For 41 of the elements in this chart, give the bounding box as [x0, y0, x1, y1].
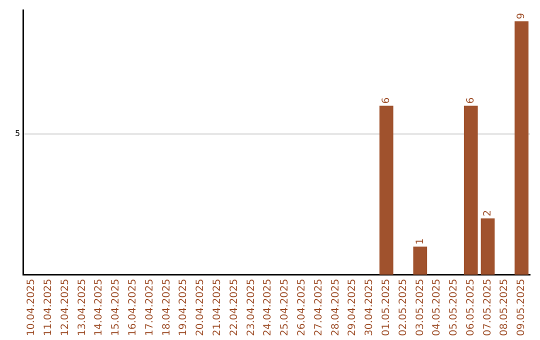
x-tick-label: 09.05.2025 [516, 278, 528, 336]
x-tick-label: 19.04.2025 [178, 278, 190, 336]
x-tick-label: 18.04.2025 [161, 278, 172, 336]
bar [464, 106, 478, 275]
data-label: 6 [465, 97, 476, 104]
bar [514, 21, 528, 275]
x-tick-label: 13.04.2025 [76, 278, 88, 336]
x-tick-label: 12.04.2025 [60, 278, 71, 336]
y-tick-label: 5 [14, 129, 20, 138]
data-label: 6 [380, 97, 392, 104]
x-tick-label: 08.05.2025 [499, 278, 510, 336]
x-tick-label: 14.04.2025 [94, 278, 105, 336]
data-label: 2 [482, 210, 494, 216]
x-tick-label: 05.05.2025 [448, 278, 460, 336]
bar [480, 218, 495, 275]
x-tick-label: 24.04.2025 [262, 278, 274, 336]
x-tick-label: 06.05.2025 [465, 278, 476, 336]
x-tick-label: 21.04.2025 [212, 278, 223, 336]
x-tick-label: 16.04.2025 [128, 278, 139, 336]
x-tick-label: 23.04.2025 [246, 278, 257, 336]
x-tick-label: 15.04.2025 [110, 278, 122, 336]
x-tick-label: 29.04.2025 [347, 278, 358, 336]
x-tick-label: 04.05.2025 [432, 278, 443, 336]
x-tick-label: 25.04.2025 [280, 278, 291, 336]
x-tick-label: 26.04.2025 [296, 278, 308, 336]
data-label: 9 [516, 12, 528, 20]
x-tick-label: 11.04.2025 [43, 278, 54, 336]
data-label: 1 [414, 238, 426, 245]
x-tick-label: 02.05.2025 [398, 278, 409, 336]
x-tick-label: 07.05.2025 [482, 278, 494, 336]
x-tick-label: 03.05.2025 [414, 278, 426, 336]
bar [379, 106, 394, 275]
x-tick-label: 30.04.2025 [364, 278, 376, 336]
x-tick-label: 10.04.2025 [26, 278, 38, 336]
x-tick-label: 22.04.2025 [228, 278, 240, 336]
x-tick-label: 01.05.2025 [380, 278, 392, 336]
x-tick-label: 17.04.2025 [144, 278, 156, 336]
x-tick-label: 20.04.2025 [195, 278, 206, 336]
x-tick-label: 28.04.2025 [330, 278, 342, 336]
bar [413, 246, 428, 275]
x-tick-label: 27.04.2025 [313, 278, 324, 336]
